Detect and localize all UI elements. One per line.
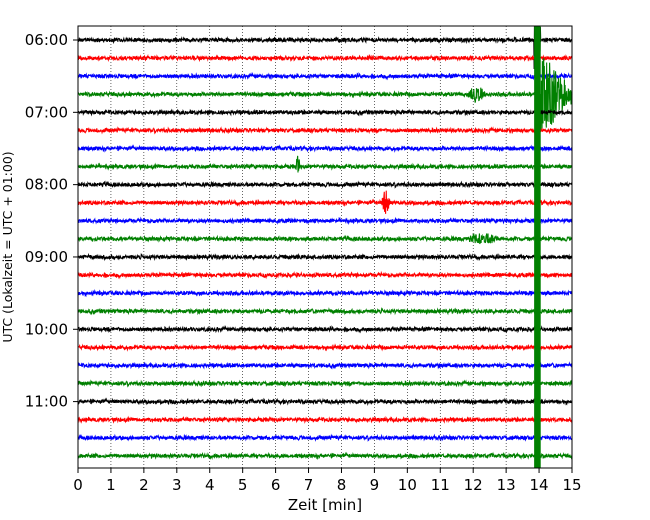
- x-tick-label: 6: [271, 476, 281, 494]
- y-axis: 06:00 07:00 08:00 09:00 10:00 11:00: [25, 31, 78, 411]
- x-axis: 0 1 2 3 4 5 6 7 8 9 10 11 12 13 14 15: [73, 468, 582, 494]
- x-tick-label: 7: [304, 476, 314, 494]
- x-tick-label: 14: [530, 476, 549, 494]
- plot-frame: [77, 25, 573, 469]
- trace-0915: [77, 270, 573, 280]
- x-tick-label: 1: [106, 476, 116, 494]
- x-tick-label: 8: [337, 476, 347, 494]
- trace-0600: [77, 26, 573, 98]
- trace-1130: [77, 433, 573, 442]
- y-tick-label: 11:00: [25, 393, 68, 411]
- seismogram-traces: [77, 26, 573, 468]
- x-tick-label: 10: [398, 476, 417, 494]
- x-tick-label: 0: [73, 476, 83, 494]
- large-event-column: [534, 26, 541, 468]
- trace-0930: [77, 288, 573, 298]
- y-axis-label: UTC (Lokalzeit = UTC + 01:00): [0, 151, 15, 342]
- x-tick-label: 11: [431, 476, 450, 494]
- y-tick-label: 10:00: [25, 320, 68, 338]
- trace-0645: [77, 57, 573, 132]
- trace-0615: [77, 53, 573, 63]
- x-tick-label: 9: [370, 476, 380, 494]
- x-tick-label: 5: [238, 476, 248, 494]
- trace-1145: [77, 451, 573, 461]
- trace-0900: [77, 252, 573, 262]
- trace-0730: [77, 144, 573, 153]
- x-tick-label: 12: [464, 476, 483, 494]
- trace-1045: [77, 379, 573, 388]
- trace-0630: [77, 71, 573, 81]
- trace-1000: [77, 324, 573, 334]
- trace-1100: [77, 397, 573, 406]
- trace-0830: [77, 216, 573, 225]
- trace-0845: [77, 233, 573, 245]
- x-tick-label: 3: [172, 476, 182, 494]
- x-tick-label: 13: [497, 476, 516, 494]
- trace-1115: [77, 415, 573, 424]
- y-tick-label: 06:00: [25, 31, 68, 49]
- x-tick-label: 4: [205, 476, 215, 494]
- y-tick-label: 09:00: [25, 248, 68, 266]
- trace-0700: [77, 108, 573, 117]
- x-tick-label: 15: [562, 476, 581, 494]
- trace-0800: [77, 180, 573, 189]
- y-tick-label: 08:00: [25, 176, 68, 194]
- x-tick-label: 2: [139, 476, 149, 494]
- y-tick-label: 07:00: [25, 103, 68, 121]
- trace-1015: [77, 343, 573, 352]
- trace-1030: [77, 361, 573, 370]
- trace-0715: [77, 126, 573, 135]
- x-axis-label: Zeit [min]: [288, 496, 362, 514]
- trace-0945: [77, 306, 573, 316]
- trace-0815: [77, 190, 573, 214]
- trace-0745: [77, 155, 573, 173]
